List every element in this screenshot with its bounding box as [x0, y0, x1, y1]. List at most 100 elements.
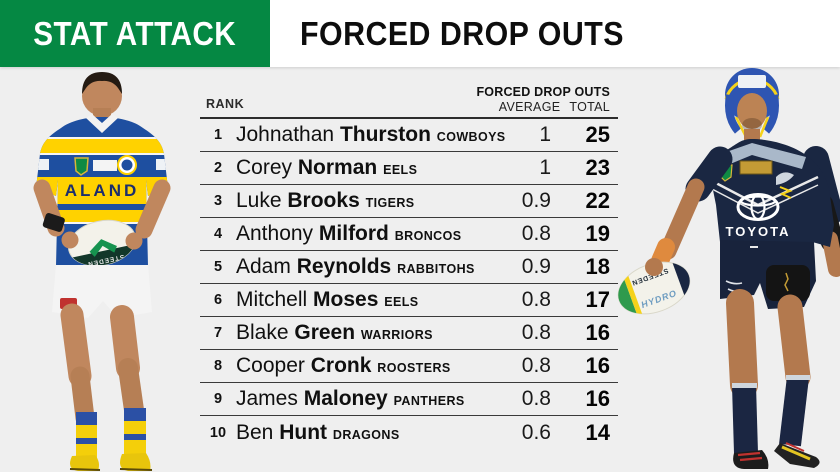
left-player-boot — [70, 455, 99, 471]
team-name: RABBITOHS — [397, 262, 475, 276]
player-last-name: Hunt — [279, 420, 328, 444]
player-first-name: Adam — [236, 255, 291, 278]
player-last-name: Milford — [318, 222, 389, 245]
rank-cell: 5 — [213, 259, 223, 275]
table-row: 1 Johnathan Thurston COWBOYS 1 25 — [200, 119, 618, 152]
player-last-name: Reynolds — [296, 255, 392, 278]
player-cell: Cooper Cronk ROOSTERS — [236, 354, 522, 378]
player-last-name: Brooks — [287, 189, 360, 212]
badge-label: STAT ATTACK — [33, 14, 237, 52]
player-last-name: Thurston — [339, 123, 431, 146]
total-cell: 16 — [585, 320, 610, 345]
rank-cell: 9 — [213, 391, 223, 407]
right-player-headgear — [724, 68, 780, 138]
stat-group-header: FORCED DROP OUTS — [476, 85, 610, 99]
chest-sponsor-patch — [739, 160, 773, 175]
jersey-collar — [86, 114, 118, 133]
team-name: BRONCOS — [394, 229, 462, 243]
table-row: 8 Cooper Cronk ROOSTERS 0.8 16 — [200, 350, 618, 383]
table-row: 7 Blake Green WARRIORS 0.8 16 — [200, 317, 618, 350]
cowboys-logo — [776, 172, 794, 185]
table-row: 4 Anthony Milford BRONCOS 0.8 19 — [200, 218, 618, 251]
rank-cell: 6 — [213, 292, 223, 308]
player-cell: Johnathan Thurston COWBOYS — [236, 123, 539, 147]
player-first-name: Johnathan — [236, 123, 335, 146]
average-cell: 0.8 — [521, 354, 551, 377]
nrl-badge — [74, 157, 89, 176]
average-cell: 1 — [539, 156, 551, 179]
left-player-hair — [82, 72, 122, 94]
team-name: EELS — [383, 163, 418, 177]
player-first-name: Cooper — [236, 354, 305, 377]
team-name: WARRIORS — [360, 328, 433, 342]
average-cell: 0.6 — [521, 420, 551, 444]
table-body: 1 Johnathan Thurston COWBOYS 1 25 2 Core… — [200, 119, 618, 449]
thigh-strap — [766, 265, 810, 301]
player-cell: Ben Hunt DRAGONS — [236, 421, 522, 445]
total-cell: 22 — [585, 188, 610, 213]
player-cell: James Maloney PANTHERS — [236, 387, 522, 411]
right-player-sock — [732, 384, 758, 454]
table-row: 10 Ben Hunt DRAGONS 0.6 14 — [200, 416, 618, 449]
total-cell: 16 — [585, 353, 610, 378]
stat-attack-badge: STAT ATTACK — [0, 0, 270, 67]
table-row: 2 Corey Norman EELS 1 23 — [200, 152, 618, 185]
average-cell: 0.9 — [521, 189, 551, 212]
total-cell: 17 — [585, 287, 610, 312]
total-column-header: TOTAL — [569, 100, 610, 114]
player-first-name: Blake — [236, 321, 289, 344]
player-cell: Anthony Milford BRONCOS — [236, 222, 522, 246]
average-cell: 1 — [539, 123, 551, 146]
player-cell: Blake Green WARRIORS — [236, 321, 522, 345]
player-last-name: Maloney — [303, 387, 388, 410]
average-cell: 0.8 — [521, 387, 551, 410]
left-player-jersey: ALAND — [36, 117, 168, 266]
total-cell: 18 — [585, 254, 610, 279]
page-title: FORCED DROP OUTS — [300, 0, 652, 67]
player-first-name: Mitchell — [236, 288, 308, 311]
average-cell: 0.8 — [521, 321, 551, 344]
team-name: EELS — [384, 295, 419, 309]
table-row: 9 James Maloney PANTHERS 0.8 16 — [200, 383, 618, 416]
left-player-boot — [120, 453, 151, 471]
average-cell: 0.8 — [521, 222, 551, 245]
player-cell: Luke Brooks TIGERS — [236, 189, 522, 213]
player-first-name: Ben — [236, 420, 274, 444]
player-last-name: Green — [294, 321, 356, 344]
left-player-head — [82, 76, 122, 116]
rank-cell: 4 — [213, 226, 223, 242]
header-band: STAT ATTACK FORCED DROP OUTS — [0, 0, 840, 67]
rank-cell: 8 — [213, 358, 223, 374]
page-title-label: FORCED DROP OUTS — [300, 14, 624, 52]
rank-cell: 3 — [213, 193, 223, 209]
left-player-socks — [76, 408, 146, 458]
player-last-name: Cronk — [310, 354, 372, 377]
wrist-guard — [42, 213, 65, 232]
player-photo-right: TOYOTA STEEDEN HYDRO — [611, 68, 840, 469]
team-name: COWBOYS — [436, 130, 506, 144]
wristband — [651, 238, 675, 270]
rank-column-header: RANK — [206, 97, 245, 111]
player-cell: Mitchell Moses EELS — [236, 288, 522, 312]
team-name: ROOSTERS — [377, 361, 451, 375]
total-cell: 16 — [585, 386, 610, 411]
rank-cell: 10 — [209, 424, 227, 441]
table-row: 6 Mitchell Moses EELS 0.8 17 — [200, 284, 618, 317]
toyota-emblem — [736, 193, 780, 221]
player-cell: Adam Reynolds RABBITOHS — [236, 255, 522, 279]
stat-sub-headers: AVERAGE TOTAL — [499, 100, 610, 114]
team-name: TIGERS — [365, 196, 415, 210]
player-first-name: Anthony — [236, 222, 314, 245]
table-row: 5 Adam Reynolds RABBITOHS 0.9 18 — [200, 251, 618, 284]
player-last-name: Norman — [297, 156, 378, 179]
team-name: PANTHERS — [393, 394, 465, 408]
total-cell: 14 — [585, 419, 610, 445]
rank-cell: 1 — [213, 127, 223, 143]
player-first-name: Luke — [236, 189, 282, 212]
average-cell: 0.8 — [521, 288, 551, 311]
total-cell: 25 — [585, 122, 610, 147]
rank-cell: 2 — [213, 160, 223, 176]
player-first-name: James — [236, 387, 298, 410]
sponsor-patch — [93, 160, 117, 171]
